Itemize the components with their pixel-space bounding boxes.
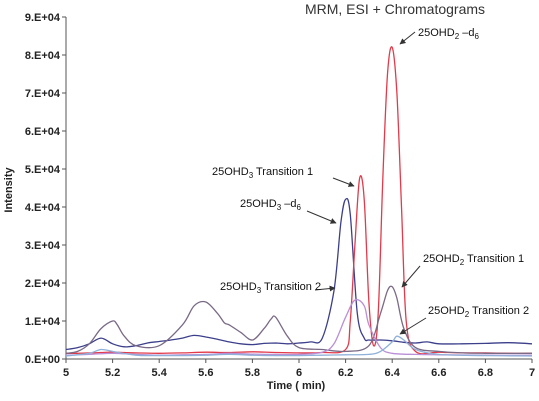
y-tick-label: 6.E+04 (25, 126, 61, 138)
chart-title: MRM, ESI + Chromatograms (305, 1, 485, 17)
annotation-layer: 25OHD2 –d6 25OHD3 Transition 1 25OHD3 –d6 2… (212, 27, 529, 335)
x-axis-ticks: 5 5.2 5.4 5.6 5.8 6 6.2 6.4 6.6 6.8 7 (63, 359, 535, 379)
x-tick-label: 5.4 (152, 367, 168, 379)
x-tick-label: 5.2 (105, 367, 120, 379)
annotation-arrow (314, 285, 336, 292)
y-tick-label: 2.E+04 (25, 278, 61, 290)
x-tick-label: 6.6 (431, 367, 446, 379)
annotation-label: 25OHD3 –d6 (240, 198, 301, 212)
annotation-arrow (399, 317, 427, 335)
annotation-label: 25OHD3 Transition 2 (220, 281, 321, 295)
y-tick-label: 7.E+04 (25, 88, 61, 100)
y-tick-label: 9.E+04 (25, 12, 61, 24)
x-tick-label: 7 (529, 367, 535, 379)
y-tick-label: 0.E+00 (25, 354, 60, 366)
series-layer (65, 46, 533, 357)
y-axis-ticks: 0.E+00 1.E+04 2.E+04 3.E+04 4.E+04 5.E+04 6.E+… (25, 12, 66, 366)
series-line-5 (65, 335, 533, 357)
y-tick-label: 5.E+04 (25, 164, 61, 176)
annotation-label: 25OHD2 Transition 1 (423, 253, 524, 267)
x-tick-label: 5.8 (245, 367, 260, 379)
annotation-label: 25OHD3 Transition 1 (212, 166, 313, 180)
series-line-2 (65, 46, 533, 355)
x-tick-label: 6.2 (338, 367, 353, 379)
y-tick-label: 1.E+04 (25, 316, 61, 328)
x-tick-label: 5 (63, 367, 69, 379)
annotation-label: 25OHD2 Transition 2 (428, 305, 529, 319)
annotation-label: 25OHD2 –d6 (418, 27, 479, 41)
y-axis-label: Intensity (3, 167, 15, 213)
x-axis-label: Time ( min) (267, 380, 326, 392)
annotation-arrow (306, 210, 337, 224)
annotation-arrow (401, 265, 421, 288)
x-tick-label: 6.4 (385, 367, 401, 379)
annotation-arrow (332, 177, 355, 187)
x-tick-label: 6.8 (478, 367, 493, 379)
series-line-3 (65, 285, 533, 354)
y-tick-label: 3.E+04 (25, 240, 61, 252)
annotation-arrow (399, 31, 416, 45)
x-tick-label: 5.6 (198, 367, 213, 379)
y-tick-label: 8.E+04 (25, 50, 61, 62)
x-tick-label: 6 (296, 367, 302, 379)
y-tick-label: 4.E+04 (25, 202, 61, 214)
